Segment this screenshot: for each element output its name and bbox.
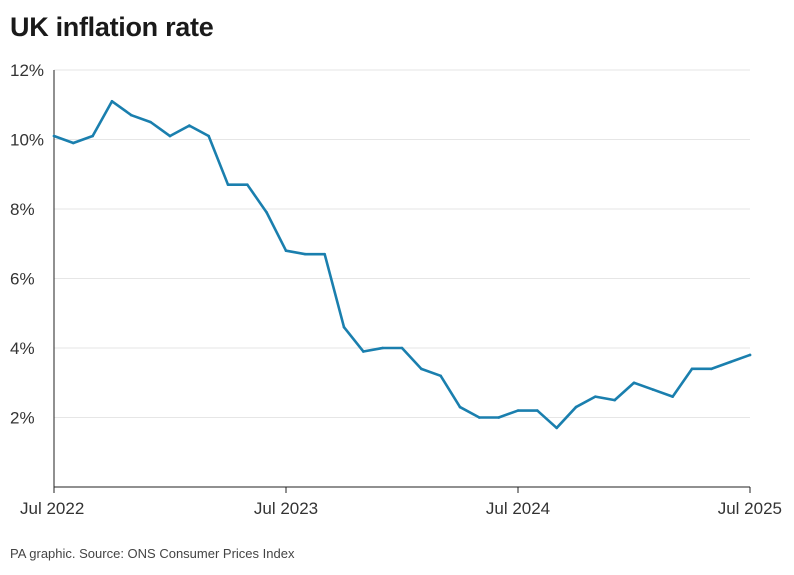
axes <box>53 70 750 488</box>
y-tick-label: 8% <box>10 200 35 219</box>
data-point <box>478 416 481 419</box>
data-point <box>72 141 75 145</box>
data-point <box>748 353 752 357</box>
x-tick-label: Jul 2025 <box>718 499 782 518</box>
data-point <box>226 183 230 186</box>
data-point <box>497 416 500 419</box>
data-point <box>149 120 152 124</box>
y-tick-label: 6% <box>10 270 35 289</box>
data-point <box>458 405 462 409</box>
data-point <box>690 367 694 371</box>
data-point <box>671 395 674 398</box>
data-point <box>110 99 114 103</box>
data-point <box>130 113 133 117</box>
data-point <box>168 134 172 138</box>
data-point <box>710 367 713 371</box>
data-point <box>207 134 210 138</box>
data-point <box>613 398 616 402</box>
data-point <box>381 346 384 350</box>
data-point <box>304 252 307 256</box>
data-point <box>342 325 346 329</box>
data-point <box>362 350 365 353</box>
data-point <box>420 367 423 371</box>
data-point <box>574 405 578 409</box>
data-point <box>284 249 288 252</box>
data-point <box>516 409 520 412</box>
data-point <box>439 374 442 378</box>
series-layer <box>52 99 752 430</box>
x-tick-label: Jul 2024 <box>486 499 550 518</box>
data-point <box>52 134 56 138</box>
data-point <box>91 134 94 138</box>
data-point <box>729 360 732 364</box>
data-point <box>536 409 539 412</box>
data-point <box>323 252 326 256</box>
y-tick-label: 2% <box>10 409 35 428</box>
data-point <box>265 211 268 214</box>
x-tick-label: Jul 2023 <box>254 499 318 518</box>
data-point <box>555 426 558 430</box>
x-tick-label: Jul 2022 <box>20 499 84 518</box>
data-point <box>188 124 191 127</box>
y-tick-label: 4% <box>10 339 35 358</box>
x-axis-ticks: Jul 2022 Jul 2023 Jul 2024 Jul 2025 <box>20 487 782 518</box>
gridlines <box>54 69 750 418</box>
chart-title: UK inflation rate <box>10 12 214 42</box>
series-line <box>52 99 752 430</box>
data-point <box>246 183 249 186</box>
data-point <box>632 381 636 385</box>
data-point <box>594 395 597 398</box>
data-point <box>400 346 404 350</box>
y-tick-label: 12% <box>10 61 44 80</box>
data-point <box>652 388 655 392</box>
source-note: PA graphic. Source: ONS Consumer Prices … <box>10 546 295 561</box>
y-axis-ticks: 2% 4% 6% 8% 10% 12% <box>10 61 44 428</box>
y-tick-label: 10% <box>10 131 44 150</box>
